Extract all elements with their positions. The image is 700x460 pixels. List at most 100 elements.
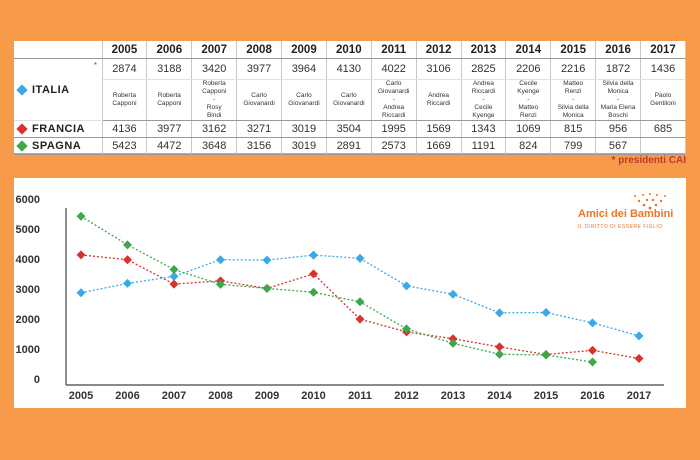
president-name-line: - <box>482 96 485 103</box>
spagna-value-cell: 1669 <box>416 137 462 155</box>
president-name-line: Kyenge <box>517 88 540 95</box>
italia-value-cell: 2206 <box>505 58 552 80</box>
y-tick-label: 2000 <box>16 314 40 326</box>
x-tick-label: 2005 <box>69 390 93 402</box>
francia-data-point <box>448 334 458 344</box>
president-cell: Paolo Gentiloni <box>640 79 686 121</box>
spagna-value-cell <box>640 137 686 155</box>
spagna-data-point <box>588 357 597 367</box>
president-name-line: Monica <box>562 112 584 119</box>
president-cell: Carlo Giovanardi <box>236 79 282 121</box>
x-tick-label: 2012 <box>394 390 418 402</box>
spagna-value-cell: 2573 <box>371 137 417 155</box>
president-name-line: Roberta <box>157 92 181 99</box>
data-table-panel: 2005 2006 2007 2008 2009 2010 2011 2012 2013 2014… <box>14 41 686 155</box>
spagna-data-point <box>123 240 132 250</box>
italia-label-cell: ITALIA * <box>14 58 103 121</box>
president-name-line: Andrea <box>428 92 450 99</box>
spagna-value-cell: 799 <box>550 137 597 155</box>
spagna-value-cell: 824 <box>505 137 552 155</box>
francia-data-point <box>355 314 365 324</box>
spagna-values-row: SPAGNA 5423 4472 3648 3156 3019 2891 2573 1669 1… <box>14 137 686 155</box>
president-name-line: - <box>616 96 620 103</box>
italia-data-point <box>634 331 644 341</box>
spagna-label: SPAGNA <box>32 140 82 152</box>
francia-value-cell: 3504 <box>326 120 372 138</box>
francia-diamond-icon <box>16 123 28 135</box>
spagna-value-cell: 2891 <box>326 137 372 155</box>
x-tick-label: 2013 <box>441 390 465 402</box>
francia-data-point <box>76 250 86 260</box>
president-name-line: Capponi <box>112 100 137 107</box>
x-tick-label: 2009 <box>255 390 279 402</box>
italia-series-line <box>80 254 640 337</box>
president-name-line: Matteo <box>563 80 584 87</box>
president-name-line: Kyenge <box>472 112 495 119</box>
president-name-line: Carlo <box>385 80 402 87</box>
president-name-line: Cecile <box>519 80 538 87</box>
italia-data-point <box>495 308 504 318</box>
x-tick-label: 2015 <box>534 390 558 402</box>
president-name-line: Cecile <box>474 104 493 111</box>
corner-cell <box>14 41 103 59</box>
president-name-line: Boschi <box>608 112 628 119</box>
logo-dots-icon <box>634 193 666 210</box>
spagna-series-line <box>80 215 593 363</box>
president-name-line: Giovanardi <box>333 100 365 107</box>
spagna-data-point <box>355 297 365 307</box>
x-tick-label: 2008 <box>208 390 232 402</box>
francia-value-cell: 3271 <box>236 120 282 138</box>
francia-data-point <box>169 279 179 289</box>
spagna-label-cell: SPAGNA <box>14 137 103 155</box>
spagna-data-point <box>169 265 179 275</box>
italia-label: ITALIA <box>32 83 70 96</box>
italia-value-cell: 3977 <box>236 58 282 80</box>
italia-value-cell: 4130 <box>326 58 372 80</box>
x-tick-label: 2016 <box>580 390 604 402</box>
president-name-line: Renzi <box>520 112 537 119</box>
italia-data-point <box>262 255 272 265</box>
italia-data-point <box>76 288 86 298</box>
x-tick-label: 2010 <box>301 390 325 402</box>
spagna-data-point <box>495 349 504 359</box>
italia-value-cell: 3420 <box>191 58 238 80</box>
year-header: 2010 <box>326 41 372 59</box>
year-header: 2009 <box>281 41 327 59</box>
italia-diamond-icon <box>16 83 28 96</box>
francia-value-cell: 3977 <box>146 120 193 138</box>
president-name-line: Bindi <box>206 112 222 119</box>
year-header-row: 2005 2006 2007 2008 2009 2010 2011 2012 2013 2014… <box>14 41 686 59</box>
italia-data-point <box>123 278 132 288</box>
logo: Amici dei Bambini IL DIRITTO DI ESSERE F… <box>576 190 674 240</box>
x-tick-label: 2006 <box>115 390 139 402</box>
chart-panel: 0 1000 2000 3000 4000 5000 6000 2005 2006 2007 200… <box>14 178 686 408</box>
president-name-line: Rosy <box>206 104 222 111</box>
president-name-line: Gentiloni <box>650 100 676 107</box>
spagna-value-cell: 1191 <box>461 137 507 155</box>
francia-values-row: FRANCIA 4136 3977 3162 3271 3019 3504 1995 1569… <box>14 120 686 138</box>
italia-data-point <box>588 318 597 328</box>
francia-series-line <box>80 254 640 360</box>
president-name-line: Carlo <box>296 92 312 99</box>
francia-value-cell: 1069 <box>505 120 552 138</box>
year-header: 2016 <box>595 41 641 59</box>
spagna-value-cell: 4472 <box>146 137 193 155</box>
spagna-data-point <box>402 324 411 334</box>
president-cell: Cecile Kyenge - Matteo Renzi <box>505 79 552 121</box>
italia-data-point <box>541 308 551 318</box>
president-name-line: Monica <box>607 88 629 95</box>
francia-label-cell: FRANCIA <box>14 120 103 138</box>
president-name-line: - <box>392 96 395 103</box>
italia-value-cell: 4022 <box>371 58 417 80</box>
president-cell: Andrea Riccardi - Cecile Kyenge <box>461 79 507 121</box>
francia-value-cell: 1343 <box>461 120 507 138</box>
president-cell: Andrea Riccardi <box>416 79 462 121</box>
italia-value-cell: 2216 <box>550 58 597 80</box>
spagna-data-point <box>541 350 551 360</box>
year-header: 2005 <box>102 41 148 59</box>
francia-value-cell: 685 <box>640 120 686 138</box>
francia-value-cell: 4136 <box>102 120 148 138</box>
year-header: 2017 <box>640 41 686 59</box>
logo-title: Amici dei Bambini <box>578 208 674 220</box>
francia-value-cell: 956 <box>595 120 641 138</box>
